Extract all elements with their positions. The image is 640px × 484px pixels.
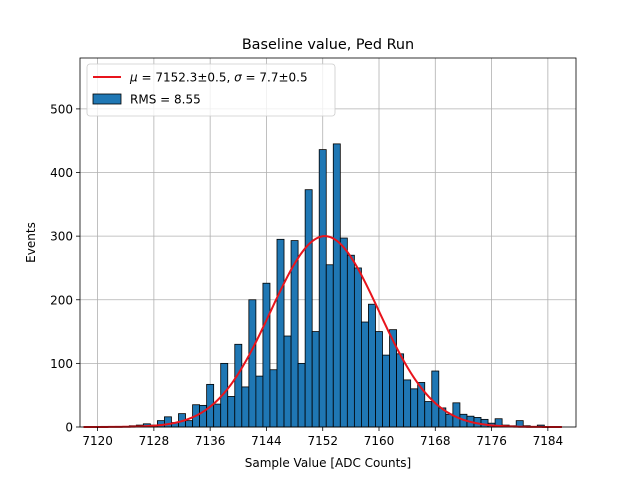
histogram-bar [241, 386, 250, 428]
x-tick: 7168 [420, 427, 451, 448]
histogram-bar [318, 149, 327, 428]
histogram-bar [185, 420, 193, 428]
y-tick: 300 [50, 230, 80, 244]
y-tick: 500 [50, 102, 80, 116]
y-tick: 200 [50, 293, 80, 307]
y-tick: 0 [65, 421, 80, 435]
histogram-bar [199, 404, 208, 428]
histogram-bar [353, 267, 362, 428]
x-axis-label: Sample Value [ADC Counts] [245, 456, 411, 470]
histogram-bar [361, 321, 369, 428]
plot-frame [79, 57, 577, 428]
histogram-bar [431, 370, 440, 428]
y-tick-label: 0 [65, 421, 73, 435]
y-axis-ticks: 0 100 200 300 400 500 [50, 102, 80, 435]
gaussian-fit-curve [83, 235, 562, 428]
y-tick: 400 [50, 166, 80, 180]
x-tick-label: 7152 [307, 434, 338, 448]
histogram-bar [339, 237, 348, 428]
histogram-bar [445, 413, 454, 428]
histogram-bar [396, 353, 405, 428]
x-tick: 7144 [251, 427, 282, 448]
x-tick-label: 7128 [139, 434, 170, 448]
x-tick: 7136 [195, 427, 226, 448]
legend-rms-label: RMS = 8.55 [130, 93, 201, 107]
histogram-bar [248, 299, 257, 428]
x-axis-ticks: 7120 7128 7136 7144 7152 7160 7168 7176 7184 [82, 427, 563, 448]
histogram-bar [304, 189, 313, 428]
x-tick-label: 7120 [82, 434, 113, 448]
x-tick-label: 7136 [195, 434, 226, 448]
legend-rms-swatch [92, 93, 122, 105]
histogram-bar [255, 375, 264, 428]
y-tick-label: 400 [50, 166, 73, 180]
legend-mu-value: = 7152.3±0.5, [138, 71, 234, 85]
histogram-bar [325, 264, 334, 428]
x-tick-label: 7144 [251, 434, 282, 448]
histogram-bar [375, 331, 383, 428]
histogram-bar [213, 403, 222, 428]
y-tick-label: 200 [50, 293, 73, 307]
x-tick-label: 7160 [364, 434, 395, 448]
y-tick-label: 500 [50, 102, 73, 116]
histogram-bar [346, 254, 355, 428]
x-tick: 7160 [364, 427, 395, 448]
x-tick-label: 7168 [420, 434, 451, 448]
histogram-bar [311, 331, 320, 428]
x-tick-label: 7184 [533, 434, 564, 448]
histogram-bar [262, 282, 271, 428]
histogram-bar [283, 335, 292, 428]
chart-title: Baseline value, Ped Run [242, 37, 414, 53]
x-tick: 7184 [533, 427, 564, 448]
y-tick-label: 100 [50, 357, 73, 371]
histogram-bar [410, 388, 419, 428]
histogram-bar [382, 354, 390, 428]
x-tick-label: 7176 [476, 434, 507, 448]
legend-sigma-value: = 7.7±0.5 [242, 71, 308, 85]
legend-mu-symbol: μ [129, 71, 138, 85]
legend-fit-label: μ = 7152.3±0.5, σ = 7.7±0.5 [129, 71, 308, 85]
legend-box [86, 63, 336, 117]
histogram-bar [403, 379, 412, 428]
legend: μ = 7152.3±0.5, σ = 7.7±0.5 RMS = 8.55 [86, 63, 336, 117]
y-tick-label: 300 [50, 230, 73, 244]
histogram-bar [424, 401, 433, 428]
histogram-bar [269, 369, 278, 428]
x-tick: 7120 [82, 427, 113, 448]
histogram-bar [368, 303, 376, 428]
histogram-bar [276, 238, 285, 428]
x-tick: 7128 [139, 427, 170, 448]
x-tick: 7152 [307, 427, 338, 448]
y-axis-label: Events [24, 222, 38, 263]
x-tick: 7176 [476, 427, 507, 448]
histogram-bar [332, 143, 341, 428]
histogram-bar [227, 396, 236, 428]
histogram-bar [297, 362, 306, 428]
y-tick: 100 [50, 357, 80, 371]
histogram-bar [234, 343, 243, 428]
legend-sigma-symbol: σ [234, 71, 242, 85]
